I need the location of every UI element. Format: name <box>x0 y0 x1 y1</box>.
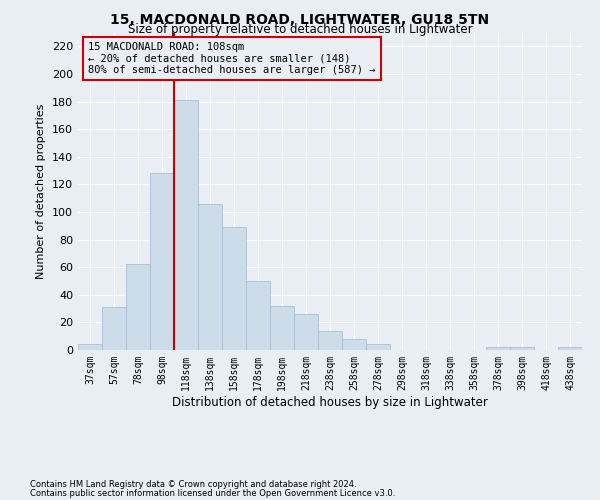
Text: 15, MACDONALD ROAD, LIGHTWATER, GU18 5TN: 15, MACDONALD ROAD, LIGHTWATER, GU18 5TN <box>110 12 490 26</box>
Bar <box>222 227 246 350</box>
Text: Size of property relative to detached houses in Lightwater: Size of property relative to detached ho… <box>128 22 472 36</box>
Bar <box>126 264 150 350</box>
Text: Contains public sector information licensed under the Open Government Licence v3: Contains public sector information licen… <box>30 488 395 498</box>
Bar <box>78 344 102 350</box>
Bar <box>102 307 126 350</box>
Bar <box>150 174 174 350</box>
Y-axis label: Number of detached properties: Number of detached properties <box>37 104 46 279</box>
Bar <box>558 347 582 350</box>
Bar <box>366 344 390 350</box>
Bar <box>198 204 222 350</box>
Text: Contains HM Land Registry data © Crown copyright and database right 2024.: Contains HM Land Registry data © Crown c… <box>30 480 356 489</box>
Bar <box>270 306 294 350</box>
Bar <box>510 347 534 350</box>
Bar <box>174 100 198 350</box>
X-axis label: Distribution of detached houses by size in Lightwater: Distribution of detached houses by size … <box>172 396 488 408</box>
Text: 15 MACDONALD ROAD: 108sqm
← 20% of detached houses are smaller (148)
80% of semi: 15 MACDONALD ROAD: 108sqm ← 20% of detac… <box>88 42 376 75</box>
Bar <box>318 330 342 350</box>
Bar <box>294 314 318 350</box>
Bar <box>246 281 270 350</box>
Bar <box>342 339 366 350</box>
Bar <box>486 347 510 350</box>
